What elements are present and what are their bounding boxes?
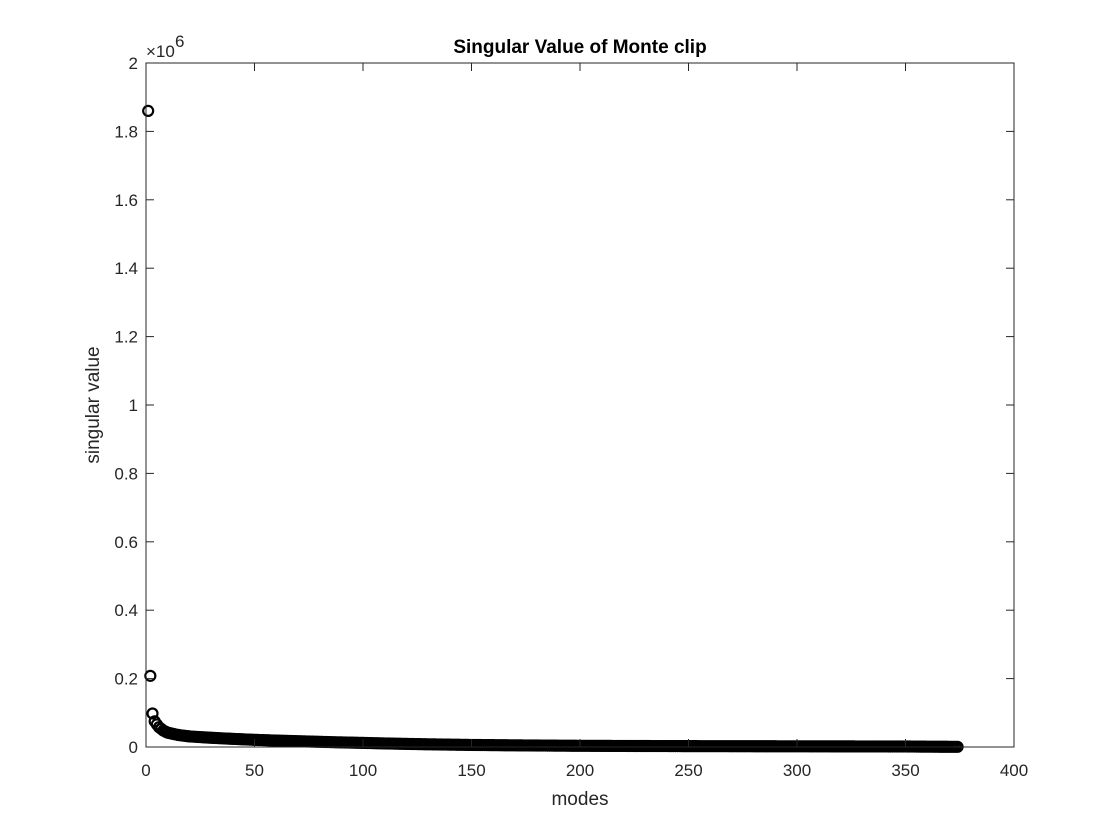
x-axis-label: modes <box>551 789 608 810</box>
y-exponent-base: ×10 <box>146 42 175 61</box>
y-tick-label: 1 <box>129 396 138 415</box>
y-tick-label: 0.2 <box>114 670 138 689</box>
axis-ticks: 0 50 100 150 200 250 300 350 400 0 0.2 0.4 0.6 0.8 1 1.… <box>114 54 1028 780</box>
x-tick-label: 250 <box>674 761 702 780</box>
x-tick-label: 150 <box>457 761 485 780</box>
y-tick-label: 0.8 <box>114 464 138 483</box>
y-tick-label: 0.6 <box>114 533 138 552</box>
x-tick-label: 100 <box>349 761 377 780</box>
y-tick-label: 0.4 <box>114 601 138 620</box>
y-tick-label: 0 <box>129 738 138 757</box>
y-exponent: ×10 6 <box>146 32 184 61</box>
y-axis-label: singular value <box>83 346 104 463</box>
y-exponent-power: 6 <box>175 32 184 51</box>
data-markers <box>142 104 964 753</box>
y-tick-label: 2 <box>129 54 138 73</box>
x-tick-label: 0 <box>141 761 150 780</box>
y-tick-label: 1.8 <box>114 122 138 141</box>
data-point <box>146 707 159 720</box>
x-tick-label: 300 <box>783 761 811 780</box>
chart-title: Singular Value of Monte clip <box>453 37 706 58</box>
data-point <box>144 669 157 682</box>
x-tick-label: 200 <box>566 761 594 780</box>
y-tick-label: 1.2 <box>114 328 138 347</box>
y-tick-label: 1.4 <box>114 259 138 278</box>
y-tick-label: 1.6 <box>114 191 138 210</box>
x-tick-label: 350 <box>891 761 919 780</box>
axes-box <box>145 62 1015 748</box>
x-tick-label: 50 <box>245 761 264 780</box>
x-tick-label: 400 <box>1000 761 1028 780</box>
data-point <box>142 104 155 117</box>
